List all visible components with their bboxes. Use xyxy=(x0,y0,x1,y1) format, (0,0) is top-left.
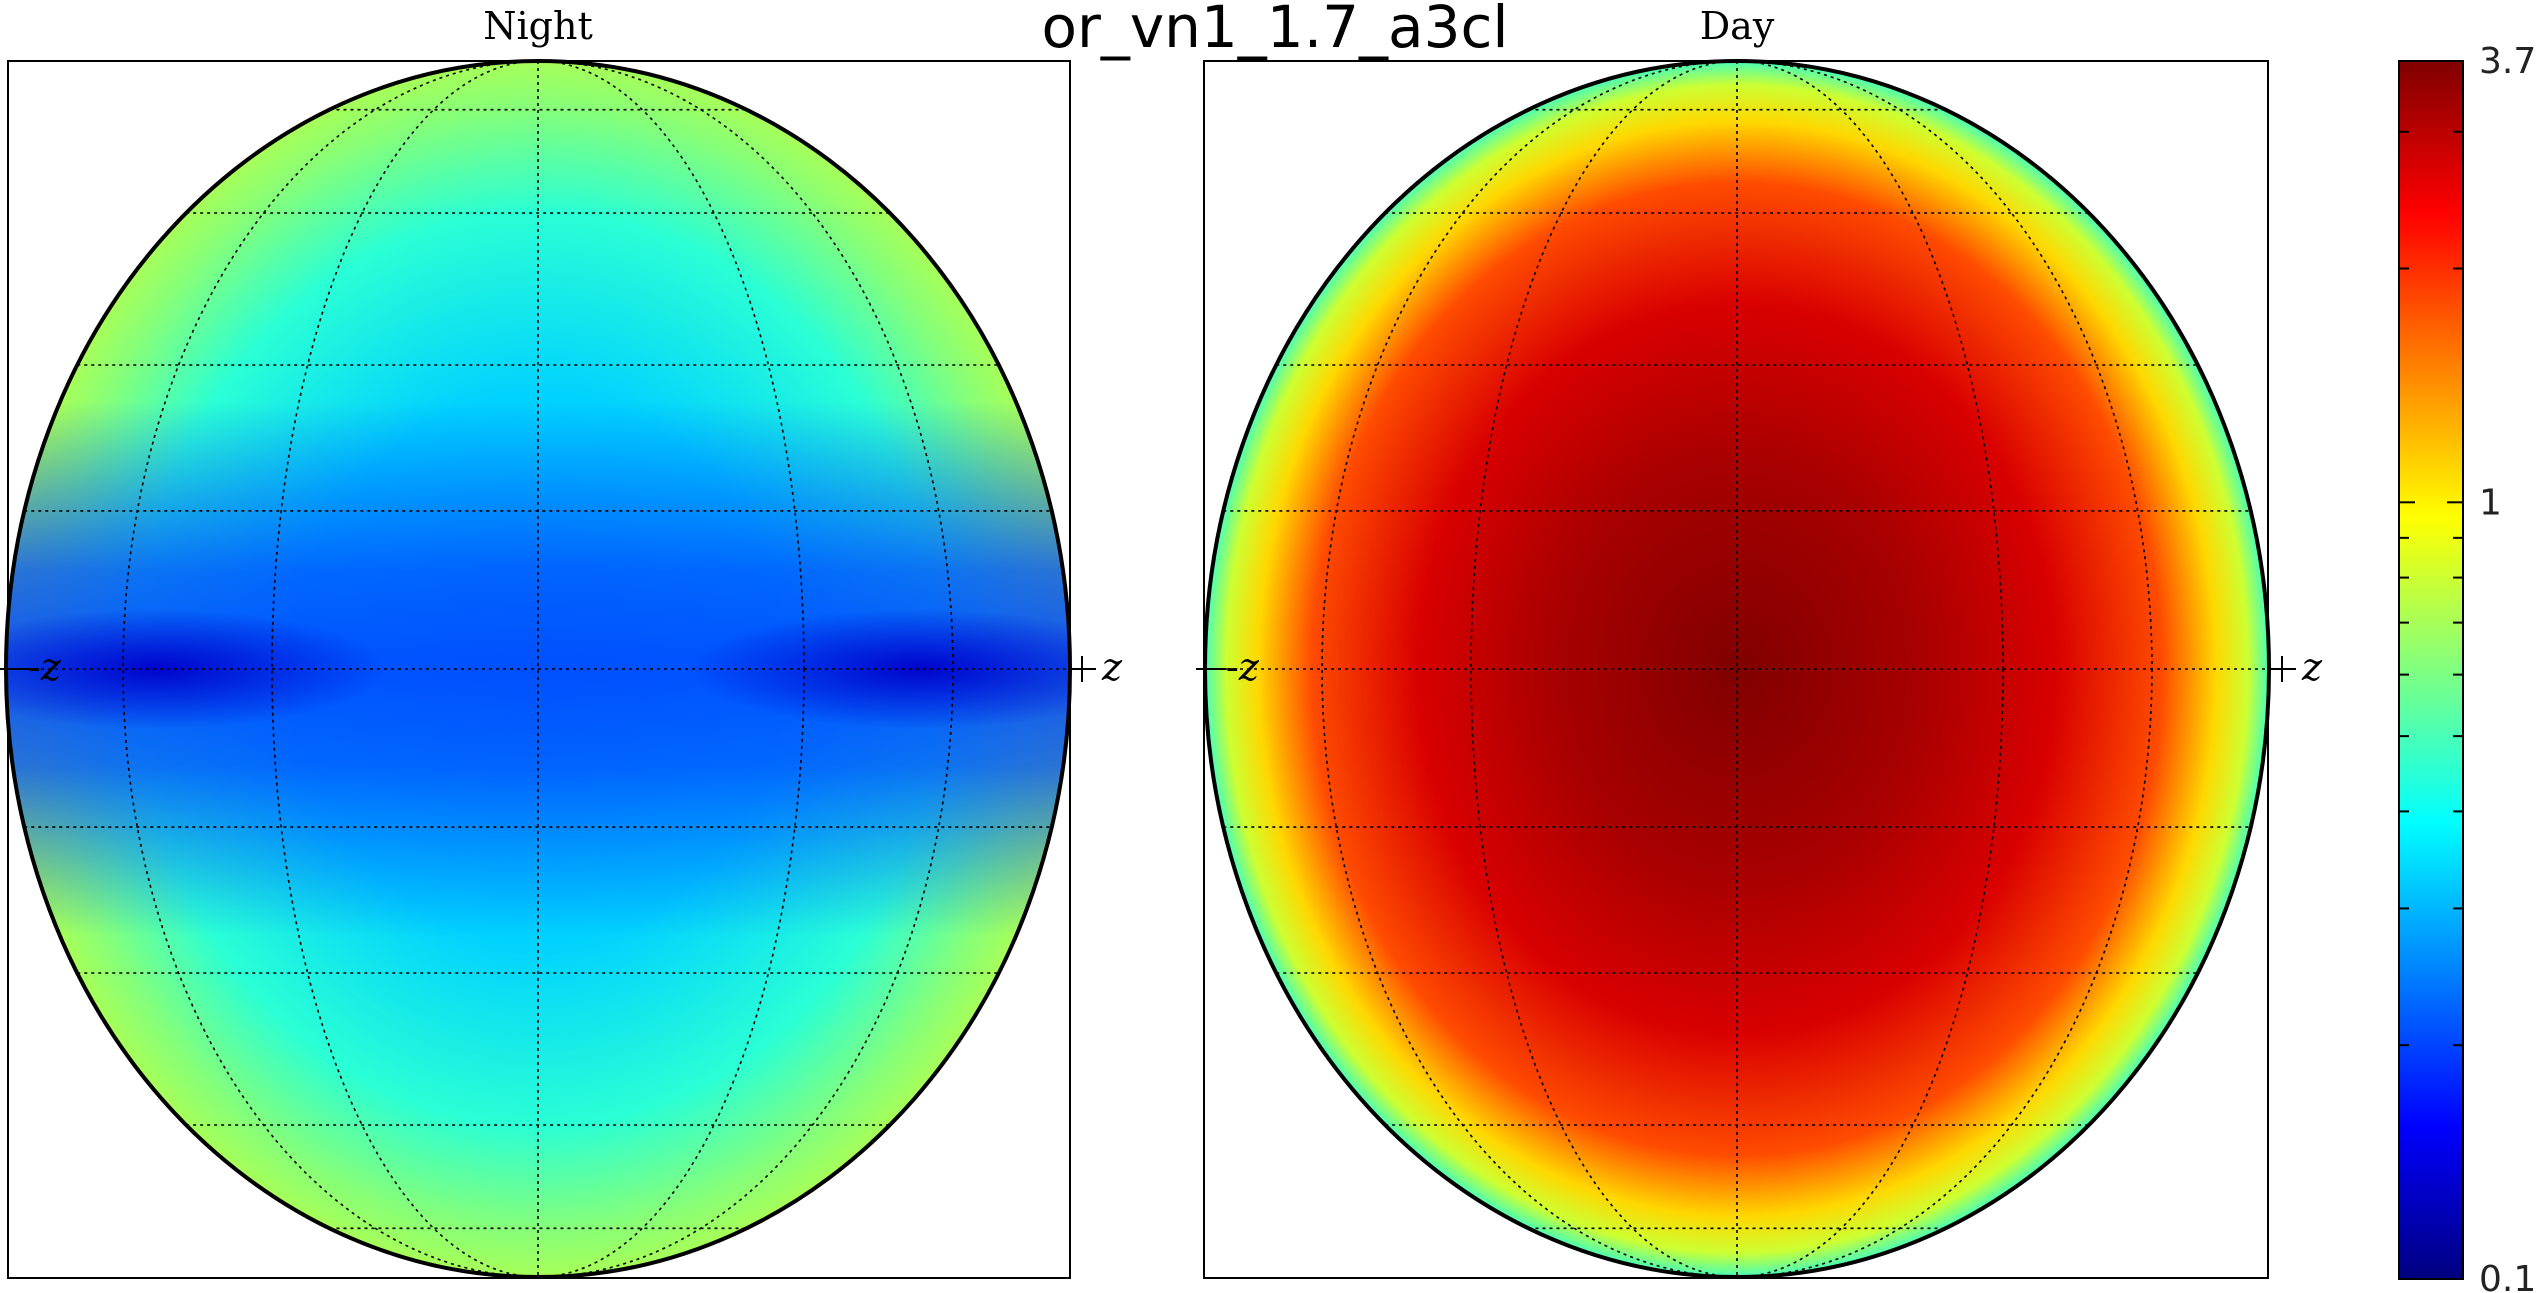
night-minus-z-label: -z xyxy=(28,645,62,689)
colorbar-ticks: 3.7 1 0.1 xyxy=(2399,41,2536,1293)
day-panel: Day -z z xyxy=(1196,4,2323,1279)
day-plus-z-label: z xyxy=(2301,645,2323,689)
limb-spot xyxy=(690,609,1070,729)
colorbar-tick-label: 3.7 xyxy=(2479,41,2536,82)
night-panel-title: Night xyxy=(483,4,592,48)
night-panel: Night -z z xyxy=(0,4,1123,1279)
colorbar-tick-label: 1 xyxy=(2479,482,2502,523)
colorbar: 3.7 1 0.1 xyxy=(2398,41,2536,1293)
figure-title: or_vn1_1.7_a3cl xyxy=(1041,0,1508,61)
colorbar-gradient xyxy=(2398,60,2464,1280)
day-minus-z-label: -z xyxy=(1226,645,1260,689)
day-panel-title: Day xyxy=(1700,4,1775,48)
night-plus-z-label: z xyxy=(1101,645,1123,689)
colorbar-tick-label: 0.1 xyxy=(2479,1259,2536,1293)
